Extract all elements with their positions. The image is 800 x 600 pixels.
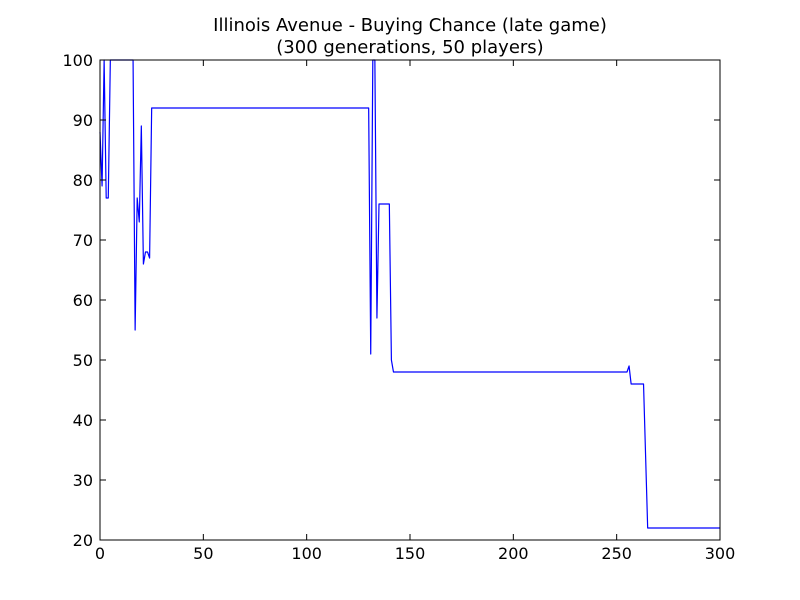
x-tick-label: 50 (193, 544, 213, 563)
x-tick-label: 300 (705, 544, 736, 563)
y-tick-label: 90 (73, 111, 93, 130)
y-tick-label: 70 (73, 231, 93, 250)
y-tick-label: 50 (73, 351, 93, 370)
y-tick-label: 30 (73, 471, 93, 490)
y-tick-label: 20 (73, 531, 93, 550)
chart-subtitle: (300 generations, 50 players) (276, 37, 543, 58)
chart-title: Illinois Avenue - Buying Chance (late ga… (213, 15, 607, 36)
x-tick-label: 100 (291, 544, 322, 563)
x-tick-label: 250 (601, 544, 632, 563)
tick-layer: 0 50 100 150 200 250 300 20 30 40 50 60 70 80 90 100 (62, 51, 735, 563)
y-tick-label: 40 (73, 411, 93, 430)
x-tick-label: 0 (95, 544, 105, 563)
y-tick-label: 80 (73, 171, 93, 190)
x-tick-label: 150 (395, 544, 426, 563)
plot-frame (99, 59, 721, 541)
y-tick-label: 60 (73, 291, 93, 310)
x-tick-label: 200 (498, 544, 529, 563)
plot-area (100, 60, 720, 540)
y-tick-label: 100 (62, 51, 93, 70)
